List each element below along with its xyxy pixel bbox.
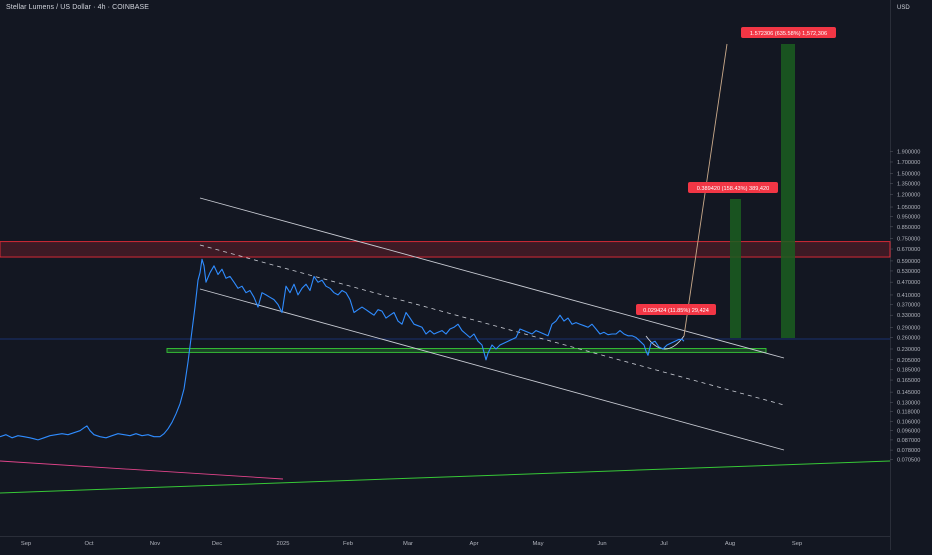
y-tick-label: 0.750000 xyxy=(897,236,920,242)
y-tick-label: 0.330000 xyxy=(897,313,920,319)
currency-label[interactable]: USD xyxy=(897,5,910,11)
x-tick-label: 2025 xyxy=(277,541,290,547)
y-tick-label: 0.118000 xyxy=(897,409,920,415)
resistance-zone xyxy=(0,241,891,258)
y-tick-label: 0.087000 xyxy=(897,438,920,444)
x-tick-label: Jun xyxy=(597,541,606,547)
y-tick-label: 0.670000 xyxy=(897,247,920,253)
x-tick-label: Mar xyxy=(403,541,413,547)
x-tick-label: Oct xyxy=(84,541,93,547)
x-tick-label: Apr xyxy=(469,541,478,547)
target-bar-1 xyxy=(730,199,741,338)
x-tick-label: Sep xyxy=(792,541,802,547)
y-tick-label: 0.070500 xyxy=(897,458,920,464)
y-tick-label: 0.096000 xyxy=(897,429,920,435)
y-tick-label: 0.410000 xyxy=(897,293,920,299)
y-tick-label: 1.700000 xyxy=(897,160,920,166)
y-tick-label: 0.185000 xyxy=(897,367,920,373)
x-tick-label: Jul xyxy=(660,541,667,547)
y-tick-label: 0.145000 xyxy=(897,390,920,396)
annotation-box xyxy=(636,304,716,315)
y-tick-label: 1.050000 xyxy=(897,205,920,211)
annotation-layer: 0.029424 (11.85%) 29,424 0.389420 (158.43… xyxy=(636,27,836,315)
y-tick-label: 1.900000 xyxy=(897,150,920,156)
x-tick-label: Dec xyxy=(212,541,222,547)
plot-background xyxy=(0,0,890,536)
annotation-label-3: 1.572306 (635.58%) 1,572,306 xyxy=(741,27,836,38)
x-tick-label: Nov xyxy=(150,541,160,547)
annotation-text: 1.572306 (635.58%) 1,572,306 xyxy=(750,31,827,37)
support-zone xyxy=(166,348,767,353)
y-tick-label: 0.130000 xyxy=(897,400,920,406)
y-tick-label: 0.260000 xyxy=(897,336,920,342)
price-layer xyxy=(0,258,685,441)
y-tick-label: 1.200000 xyxy=(897,193,920,199)
annotation-label-2: 0.389420 (158.43%) 389,420 xyxy=(688,182,778,193)
y-tick-label: 0.950000 xyxy=(897,214,920,220)
price-axis-background xyxy=(890,0,932,550)
x-tick-label: May xyxy=(533,541,544,547)
y-tick-label: 0.370000 xyxy=(897,303,920,309)
y-tick-label: 0.590000 xyxy=(897,259,920,265)
y-tick-label: 0.205000 xyxy=(897,358,920,364)
y-tick-label: 1.500000 xyxy=(897,172,920,178)
y-tick-label: 0.106000 xyxy=(897,419,920,425)
channel-midline xyxy=(199,244,785,406)
annotation-box xyxy=(688,182,778,193)
green-trend-line xyxy=(0,460,891,494)
y-tick-label: 0.530000 xyxy=(897,269,920,275)
axis-layer: 0.070500 0.078000 0.087000 0.096000 0.106000… xyxy=(21,150,921,547)
y-tick-label: 1.350000 xyxy=(897,182,920,188)
price-series-line xyxy=(0,258,685,441)
y-tick-label: 0.290000 xyxy=(897,325,920,331)
trend-lines-layer xyxy=(0,43,891,494)
x-tick-label: Feb xyxy=(343,541,353,547)
y-tick-label: 0.165000 xyxy=(897,378,920,384)
y-tick-label: 0.470000 xyxy=(897,280,920,286)
zones-layer xyxy=(0,44,891,353)
channel-lower-line xyxy=(199,288,785,451)
chart-title: Stellar Lumens / US Dollar · 4h · COINBA… xyxy=(6,4,150,11)
annotation-box xyxy=(741,27,836,38)
annotation-text: 0.389420 (158.43%) 389,420 xyxy=(697,186,769,192)
annotation-label-1: 0.029424 (11.85%) 29,424 xyxy=(636,304,716,315)
x-tick-label: Aug xyxy=(725,541,735,547)
pink-trend-line xyxy=(0,460,284,480)
y-tick-label: 0.078000 xyxy=(897,448,920,454)
target-bar-2 xyxy=(781,44,795,338)
y-tick-label: 0.230000 xyxy=(897,347,920,353)
y-tick-label: 0.850000 xyxy=(897,225,920,231)
annotation-text: 0.029424 (11.85%) 29,424 xyxy=(643,308,709,314)
x-tick-label: Sep xyxy=(21,541,31,547)
channel-upper-line xyxy=(199,197,785,359)
